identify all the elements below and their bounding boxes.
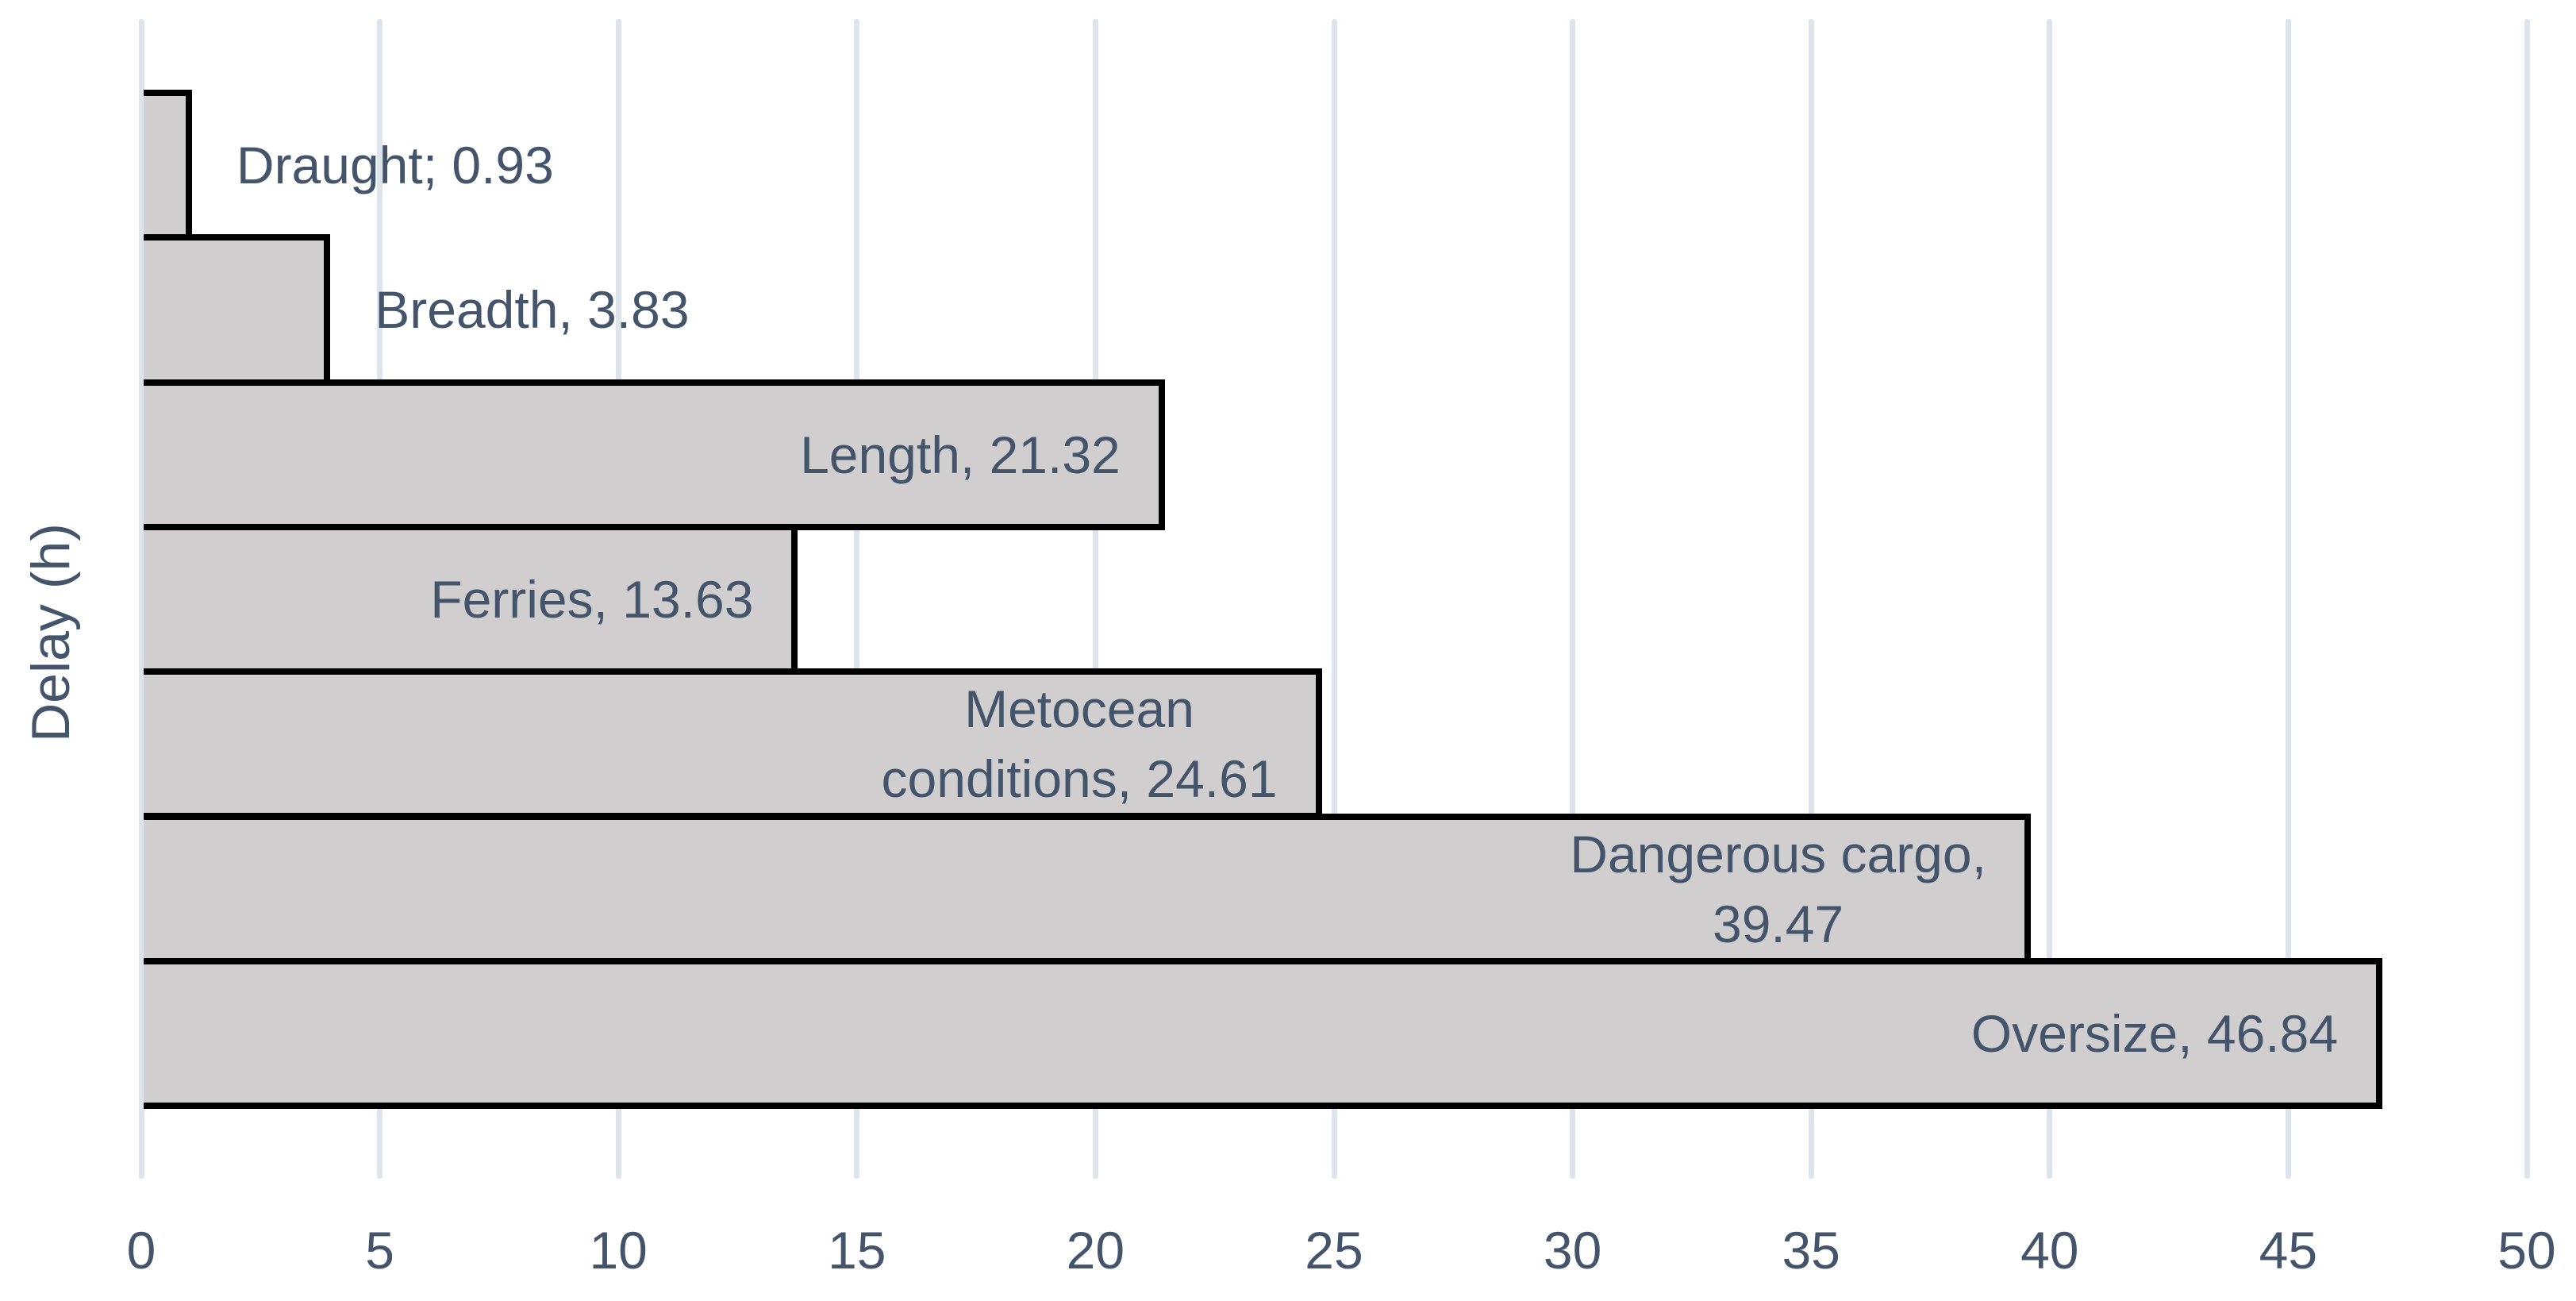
bar-label-length: Length, 21.32 <box>800 425 1121 484</box>
x-tick-label-45: 45 <box>2259 1221 2318 1280</box>
x-tick-label-5: 5 <box>365 1221 394 1280</box>
gridline-x-15 <box>854 19 860 1179</box>
bar-draught <box>144 90 192 241</box>
y-axis-title: Delay (h) <box>21 523 81 742</box>
x-tick-label-30: 30 <box>1543 1221 1602 1280</box>
gridline-x-45 <box>2285 19 2291 1179</box>
bar-label-draught: Draught; 0.93 <box>236 136 554 195</box>
bar-breadth <box>144 234 331 386</box>
x-tick-label-35: 35 <box>1782 1221 1840 1280</box>
gridline-x-20 <box>1092 19 1098 1179</box>
x-tick-label-50: 50 <box>2497 1221 2556 1280</box>
x-tick-label-10: 10 <box>589 1221 648 1280</box>
x-tick-label-0: 0 <box>126 1221 156 1280</box>
bar-label-ferries: Ferries, 13.63 <box>430 570 754 629</box>
x-tick-label-20: 20 <box>1066 1221 1125 1280</box>
x-tick-label-15: 15 <box>828 1221 886 1280</box>
gridline-x-25 <box>1331 19 1337 1179</box>
gridline-x-0 <box>138 19 144 1179</box>
gridline-x-35 <box>1808 19 1814 1179</box>
gridline-x-40 <box>2047 19 2053 1179</box>
bar-label-dangerous-cargo: Dangerous cargo, 39.47 <box>1570 824 1986 953</box>
bar-length <box>144 379 1165 530</box>
gridline-x-30 <box>1570 19 1576 1179</box>
gridline-x-50 <box>2524 19 2530 1179</box>
bar-oversize <box>144 957 2383 1110</box>
bar-label-metocean-conditions: Metocean conditions, 24.61 <box>881 679 1278 809</box>
x-tick-label-25: 25 <box>1305 1221 1363 1280</box>
bar-label-oversize: Oversize, 46.84 <box>1970 1003 2339 1063</box>
x-tick-label-40: 40 <box>2020 1221 2079 1280</box>
bar-label-breadth: Breadth, 3.83 <box>375 280 690 340</box>
